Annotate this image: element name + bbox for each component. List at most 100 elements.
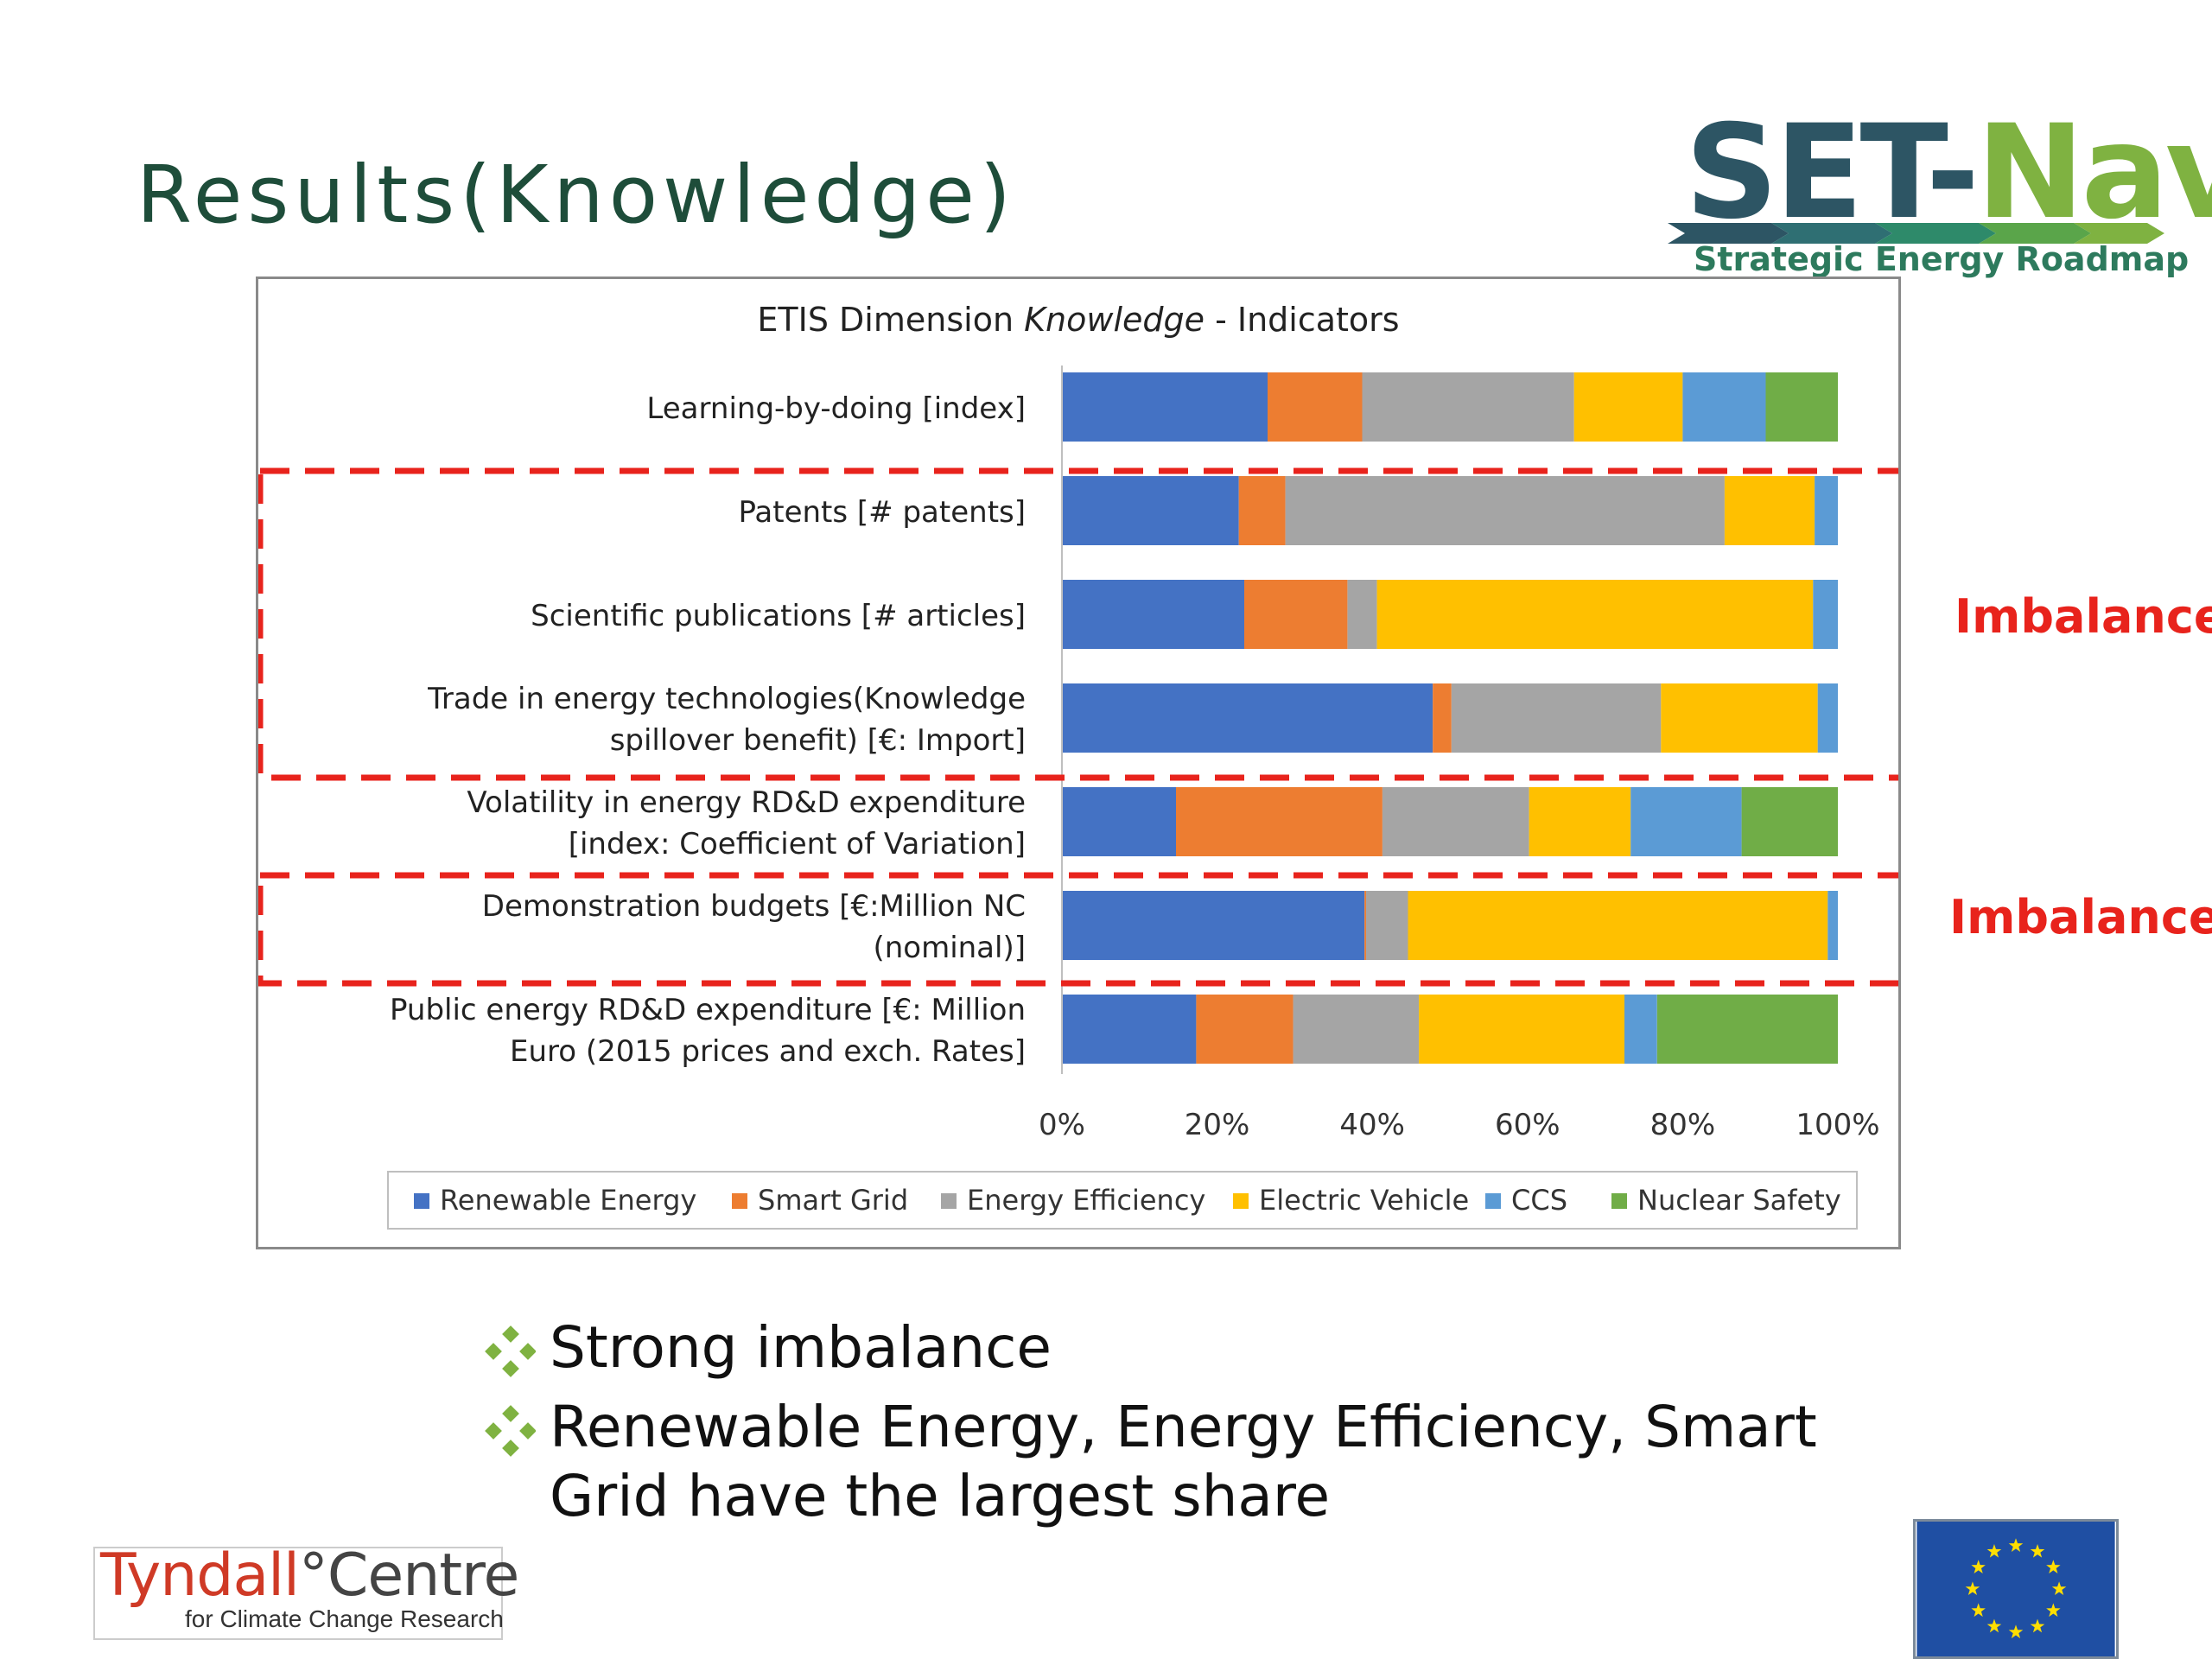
bar-segment-renewable-energy: [1062, 683, 1433, 753]
bar-segment-ccs: [1624, 995, 1657, 1064]
x-tick-label: 20%: [1185, 1108, 1250, 1142]
tyndall-centre-logo: Tyndall°Centre for Climate Change Resear…: [93, 1541, 519, 1640]
x-tick-label: 60%: [1495, 1108, 1560, 1142]
eu-star: [2030, 1544, 2045, 1558]
bar-segment-ccs: [1815, 476, 1838, 545]
bar-segment-electric-vehicle: [1376, 580, 1814, 649]
category-label: (nominal)]: [873, 931, 1026, 965]
logo-tagline: Strategic Energy Roadmap: [1694, 240, 2190, 278]
bar-segment-renewable-energy: [1062, 787, 1176, 856]
bar-segment-smart-grid: [1238, 476, 1286, 545]
x-tick-label: 80%: [1650, 1108, 1716, 1142]
category-label: [index: Coefficient of Variation]: [569, 827, 1026, 861]
category-label: Euro (2015 prices and exch. Rates]: [510, 1034, 1026, 1069]
slide-title: Results(Knowledge): [137, 149, 1016, 241]
bar-segment-smart-grid: [1244, 580, 1348, 649]
legend-label: Smart Grid: [758, 1184, 908, 1217]
eu-star: [2008, 1538, 2024, 1552]
legend-swatch: [941, 1193, 957, 1209]
bar-segment-electric-vehicle: [1419, 995, 1625, 1064]
imbalance-label-2: Imbalance: [1949, 890, 2212, 944]
legend-label: CCS: [1511, 1184, 1567, 1217]
imbalance-label-1: Imbalance: [1955, 589, 2212, 644]
category-label: spillover benefit) [€: Import]: [610, 723, 1026, 758]
bar-segment-energy-efficiency: [1382, 787, 1529, 856]
eu-star: [1971, 1603, 1986, 1618]
bar-segment-smart-grid: [1176, 787, 1382, 856]
bar-segment-nuclear-safety: [1765, 372, 1838, 442]
legend-label: Renewable Energy: [440, 1184, 696, 1217]
bullet-item: Strong imbalance: [484, 1313, 1953, 1382]
bar-segment-renewable-energy: [1062, 995, 1197, 1064]
eu-star: [2046, 1560, 2061, 1573]
x-tick-label: 100%: [1796, 1108, 1879, 1142]
x-tick-label: 0%: [1039, 1108, 1085, 1142]
legend-swatch: [414, 1193, 429, 1209]
diamond-bullet-icon: [485, 1405, 536, 1457]
logo-wordmark: SET-Nav: [1685, 98, 2212, 248]
bar-segment-energy-efficiency: [1293, 995, 1420, 1064]
eu-flag-icon: [1913, 1519, 2119, 1659]
legend-label: Nuclear Safety: [1637, 1184, 1841, 1217]
bullet-list: Strong imbalance Renewable Energy, Energ…: [484, 1313, 1953, 1541]
set-nav-logo: SET-Nav Strategic Energy Roadmap: [1668, 104, 2212, 285]
category-label: Learning-by-doing [index]: [646, 391, 1026, 426]
bullet-text: Renewable Energy, Energy Efficiency, Sma…: [550, 1394, 1817, 1529]
diamond-bullet-icon: [485, 1325, 536, 1377]
legend-label: Electric Vehicle: [1259, 1184, 1469, 1217]
category-label: Demonstration budgets [€:Million NC: [482, 889, 1026, 924]
x-tick-label: 40%: [1339, 1108, 1405, 1142]
category-label: Trade in energy technologies(Knowledge: [427, 682, 1026, 716]
chart-frame: ETIS Dimension Knowledge - Indicators Lea…: [256, 276, 1901, 1249]
bar-segment-ccs: [1817, 683, 1838, 753]
legend-swatch: [1611, 1193, 1627, 1209]
legend-label: Energy Efficiency: [967, 1184, 1205, 1217]
bar-segment-ccs: [1827, 891, 1838, 960]
category-label: Volatility in energy RD&D expenditure: [467, 785, 1026, 820]
bar-segment-energy-efficiency: [1366, 891, 1408, 960]
chart-title: ETIS Dimension Knowledge - Indicators: [757, 301, 1399, 339]
bar-segment-renewable-energy: [1062, 372, 1268, 442]
bar-segment-renewable-energy: [1062, 891, 1365, 960]
bar-segment-renewable-energy: [1062, 580, 1244, 649]
eu-star: [1971, 1560, 1986, 1573]
logo-arrows-icon: [1668, 223, 2164, 244]
category-label: Public energy RD&D expenditure [€: Milli…: [390, 993, 1026, 1027]
bar-segment-electric-vehicle: [1529, 787, 1631, 856]
bar-segment-electric-vehicle: [1573, 372, 1683, 442]
eu-star: [1986, 1618, 2002, 1633]
category-label: Patents [# patents]: [738, 495, 1026, 530]
imbalance-highlight-box: [258, 467, 1898, 781]
bar-segment-nuclear-safety: [1656, 995, 1838, 1064]
bar-segment-ccs: [1630, 787, 1742, 856]
eu-star: [2051, 1581, 2067, 1596]
imbalance-highlight-box: [258, 872, 1898, 987]
tyndall-subtitle: for Climate Change Research: [185, 1605, 504, 1632]
bar-segment-electric-vehicle: [1661, 683, 1818, 753]
bar-segment-ccs: [1813, 580, 1838, 649]
bar-segment-renewable-energy: [1062, 476, 1239, 545]
tyndall-wordmark: Tyndall°Centre: [100, 1541, 519, 1610]
bar-segment-nuclear-safety: [1741, 787, 1838, 856]
bar-segment-smart-grid: [1268, 372, 1363, 442]
eu-star: [1965, 1581, 1980, 1596]
eu-star: [2030, 1618, 2045, 1633]
eu-star: [2046, 1603, 2061, 1618]
bar-segment-energy-efficiency: [1285, 476, 1725, 545]
bar-segment-smart-grid: [1196, 995, 1294, 1064]
bar-segment-energy-efficiency: [1451, 683, 1662, 753]
legend-swatch: [1233, 1193, 1249, 1209]
category-label: Scientific publications [# articles]: [531, 599, 1026, 633]
bullet-item: Renewable Energy, Energy Efficiency, Sma…: [484, 1393, 1953, 1531]
bar-segment-electric-vehicle: [1724, 476, 1815, 545]
stacked-bar-chart: ETIS Dimension Knowledge - Indicators Lea…: [258, 301, 1898, 1230]
bar-segment-smart-grid: [1433, 683, 1452, 753]
legend-swatch: [732, 1193, 747, 1209]
eu-star: [2008, 1624, 2024, 1639]
eu-star: [1986, 1544, 2002, 1558]
bar-segment-energy-efficiency: [1362, 372, 1574, 442]
bar-segment-energy-efficiency: [1347, 580, 1377, 649]
bullet-text: Strong imbalance: [550, 1314, 1052, 1381]
legend-swatch: [1485, 1193, 1501, 1209]
bar-segment-smart-grid: [1364, 891, 1366, 960]
